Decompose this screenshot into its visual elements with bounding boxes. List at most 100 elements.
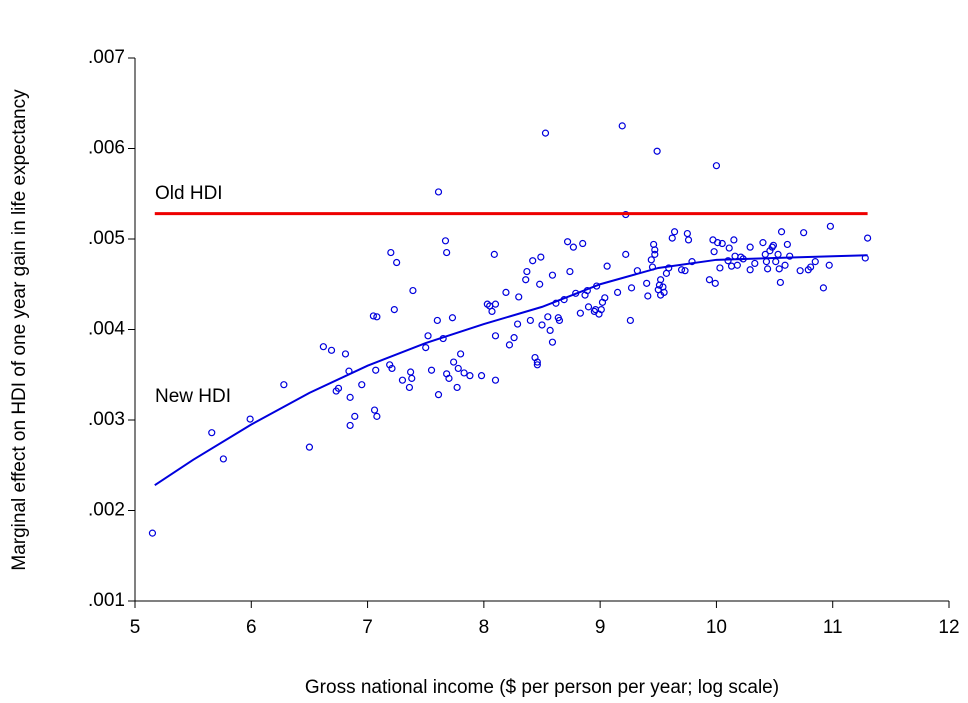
scatter-point [246, 415, 254, 423]
scatter-point [522, 276, 530, 284]
scatter-point [725, 244, 733, 252]
scatter-point [766, 247, 774, 255]
scatter-point [566, 267, 574, 276]
y-tick-label: .004 [88, 319, 125, 340]
scatter-point [647, 256, 655, 264]
scatter-point [490, 250, 498, 258]
scatter-point [665, 264, 673, 272]
x-tick-label: 5 [130, 617, 141, 638]
scatter-point [346, 421, 354, 430]
scatter-point [555, 316, 564, 325]
x-tick-label: 12 [938, 617, 959, 638]
y-tick-label: .001 [88, 590, 125, 611]
y-tick-label: .006 [88, 138, 125, 159]
scatter-point [724, 257, 732, 265]
scatter-point [711, 279, 719, 287]
scatter-point [454, 364, 462, 373]
scatter-point [807, 263, 815, 271]
scatter-point [466, 372, 474, 380]
line [154, 254, 868, 486]
scatter-point [526, 316, 534, 325]
scatter-point [783, 240, 791, 249]
scatter-point [510, 334, 518, 342]
scatter-point [584, 303, 593, 311]
scatter-point [398, 376, 407, 384]
scatter-point [319, 343, 327, 351]
scatter-point [351, 412, 359, 420]
scatter-point [443, 248, 451, 257]
scatter-point [710, 248, 718, 256]
scatter-point [718, 239, 726, 248]
scatter-point [603, 262, 611, 270]
scatter-point [751, 259, 759, 268]
scatter-point [441, 237, 450, 245]
scatter-point [453, 383, 461, 392]
scatter-point [643, 279, 651, 287]
scatter-point [409, 286, 417, 295]
scatter-point [541, 129, 550, 137]
scatter-point [393, 258, 401, 267]
scatter-point [280, 381, 288, 389]
scatter-point [776, 278, 784, 287]
y-tick-label: .002 [88, 500, 125, 521]
scatter-point [775, 265, 783, 273]
scatter-point [781, 261, 789, 269]
scatter-point [597, 305, 605, 314]
scatter-point [406, 368, 415, 376]
scatter-point [422, 344, 430, 352]
x-tick-label: 6 [246, 617, 257, 638]
scatter-point [548, 338, 557, 346]
scatter-point [334, 384, 343, 392]
scatter-point [579, 239, 587, 248]
scatter-point [536, 280, 544, 288]
scatter-point [427, 366, 436, 374]
scatter-point [433, 316, 441, 325]
scatter-point [660, 288, 668, 296]
scatter-point [346, 393, 354, 401]
scatter-point [219, 455, 227, 463]
scatter-point [523, 267, 531, 276]
scatter-point [657, 276, 665, 284]
scatter-point [515, 293, 523, 301]
scatter-point [370, 406, 379, 414]
scatter-point [538, 321, 546, 329]
scatter-point [618, 122, 626, 130]
y-tick-label: .003 [88, 409, 125, 430]
scatter-point [513, 320, 522, 328]
scatter-point [653, 147, 661, 155]
x-tick-label: 11 [823, 617, 843, 638]
scatter-point [488, 307, 496, 315]
series-label: Old HDI [155, 183, 223, 204]
scatter-point [477, 372, 486, 380]
scatter-point [533, 361, 541, 369]
series-label: New HDI [155, 386, 231, 407]
scatter-point [386, 361, 394, 369]
scatter-point [546, 326, 554, 335]
scatter-point [733, 261, 741, 269]
scatter-point [373, 313, 381, 321]
scatter-point [826, 222, 834, 230]
scatter-point [713, 239, 722, 247]
scatter-point [670, 228, 679, 236]
scatter-point [825, 261, 833, 269]
scatter-point [450, 358, 458, 366]
scatter-point [533, 358, 541, 366]
x-tick-label: 7 [362, 617, 373, 638]
scatter-point [390, 305, 398, 314]
scatter-point [626, 316, 634, 325]
scatter-point [388, 364, 396, 373]
scatter-point [772, 258, 780, 266]
x-axis-label: Gross national income ($ per person per … [305, 677, 779, 698]
scatter-point [548, 271, 557, 279]
scatter-point [796, 267, 804, 275]
scatter-point [569, 243, 577, 251]
scatter-point [448, 314, 457, 322]
y-tick-label: .005 [88, 228, 125, 249]
scatter-point [387, 248, 395, 257]
scatter-point [651, 246, 659, 254]
x-tick-label: 9 [595, 617, 606, 638]
scatter-point [712, 162, 721, 170]
scatter-point [716, 264, 724, 272]
scatter-point [762, 258, 771, 266]
scatter-point [341, 350, 350, 358]
